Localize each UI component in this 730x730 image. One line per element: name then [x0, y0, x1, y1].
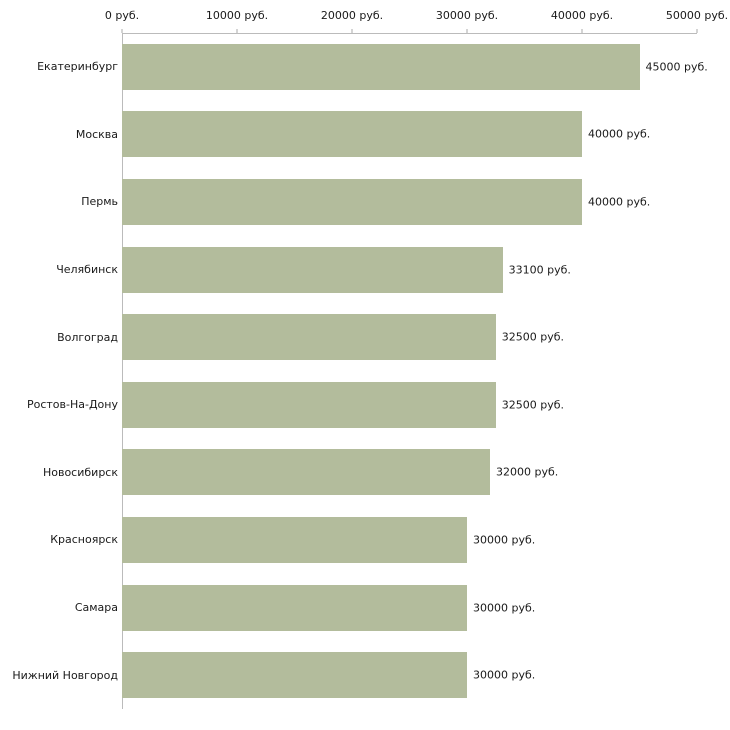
- bar-track: 30000 руб.: [122, 516, 697, 563]
- value-label: 45000 руб.: [645, 60, 708, 74]
- plot-area: Екатеринбург 45000 руб. Москва 40000 руб. Пе…: [0, 33, 730, 709]
- y-axis-line: [122, 33, 123, 709]
- bar: [122, 314, 496, 361]
- bar-track: 30000 руб.: [122, 652, 697, 699]
- bar-track: 45000 руб.: [122, 43, 708, 90]
- bar-row: Ростов-На-Дону 32500 руб.: [0, 371, 730, 439]
- bar: [122, 516, 467, 563]
- bar-track: 40000 руб.: [122, 178, 697, 225]
- x-tick-label: 0 руб.: [104, 9, 140, 22]
- bar: [122, 178, 582, 225]
- value-label: 40000 руб.: [588, 127, 651, 141]
- bar-row: Нижний Новгород 30000 руб.: [0, 641, 730, 709]
- value-label: 33100 руб.: [508, 263, 571, 277]
- value-label: 30000 руб.: [473, 533, 536, 547]
- bar-row: Екатеринбург 45000 руб.: [0, 33, 730, 101]
- category-label: Пермь: [81, 195, 118, 209]
- x-tick-label: 40000 руб.: [550, 9, 614, 22]
- value-label: 32500 руб.: [501, 330, 565, 344]
- x-tick-mark: [236, 29, 238, 33]
- x-tick-mark: [466, 29, 468, 33]
- category-label: Волгоград: [57, 330, 118, 344]
- x-tick-label: 10000 руб.: [205, 9, 269, 22]
- value-label: 32000 руб.: [496, 465, 559, 479]
- bar: [122, 246, 503, 293]
- category-label: Самара: [74, 601, 118, 615]
- bar-track: 40000 руб.: [122, 111, 697, 158]
- bar-row: Красноярск 30000 руб.: [0, 506, 730, 574]
- value-label: 30000 руб.: [473, 668, 536, 682]
- category-label: Красноярск: [50, 533, 118, 547]
- bar-rows: Екатеринбург 45000 руб. Москва 40000 руб. Пе…: [0, 33, 730, 709]
- bar: [122, 584, 467, 631]
- category-label: Ростов-На-Дону: [26, 398, 118, 412]
- bar-row: Челябинск 33100 руб.: [0, 236, 730, 304]
- bar: [122, 43, 640, 90]
- x-tick-label: 50000 руб.: [665, 9, 729, 22]
- bar-row: Волгоград 32500 руб.: [0, 303, 730, 371]
- bar-track: 32000 руб.: [122, 449, 697, 496]
- bar-track: 33100 руб.: [122, 246, 697, 293]
- category-label: Москва: [75, 127, 118, 141]
- x-tick-mark: [121, 29, 123, 33]
- x-tick-mark: [696, 29, 698, 33]
- x-axis: 0 руб. 10000 руб. 20000 руб. 30000 руб. 4000…: [105, 0, 728, 33]
- value-label: 40000 руб.: [588, 195, 651, 209]
- bar-track: 30000 руб.: [122, 584, 697, 631]
- bar-row: Самара 30000 руб.: [0, 574, 730, 642]
- x-axis-line: [122, 33, 697, 34]
- category-label: Новосибирск: [42, 465, 118, 479]
- category-label: Челябинск: [56, 263, 118, 277]
- bar-track: 32500 руб.: [122, 381, 697, 428]
- category-label: Нижний Новгород: [12, 668, 118, 682]
- category-label: Екатеринбург: [37, 60, 118, 74]
- bar-row: Новосибирск 32000 руб.: [0, 439, 730, 507]
- bar: [122, 652, 467, 699]
- bar-row: Москва 40000 руб.: [0, 101, 730, 169]
- bar-row: Пермь 40000 руб.: [0, 168, 730, 236]
- x-tick-label: 30000 руб.: [435, 9, 499, 22]
- x-tick-mark: [351, 29, 353, 33]
- x-tick-label: 20000 руб.: [320, 9, 384, 22]
- value-label: 32500 руб.: [501, 398, 565, 412]
- bar: [122, 111, 582, 158]
- bar-track: 32500 руб.: [122, 314, 697, 361]
- x-tick-mark: [581, 29, 583, 33]
- bar: [122, 449, 490, 496]
- bar: [122, 381, 496, 428]
- value-label: 30000 руб.: [473, 601, 536, 615]
